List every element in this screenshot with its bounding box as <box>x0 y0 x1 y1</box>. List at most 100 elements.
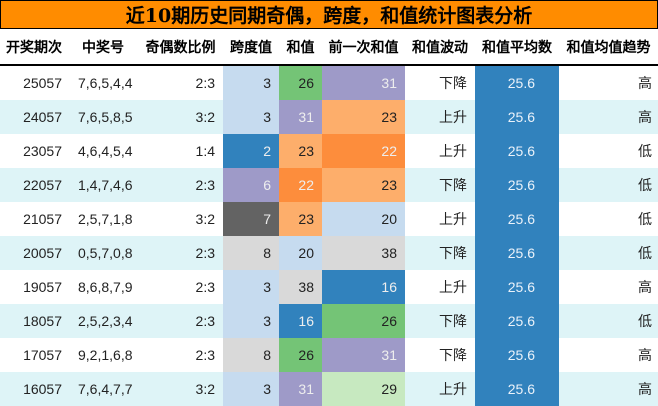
odd-even-cell: 2:3 <box>138 304 223 338</box>
period-cell: 16057 <box>0 372 68 406</box>
fluctuation-cell: 上升 <box>405 202 475 236</box>
span-cell: 8 <box>223 236 279 270</box>
fluctuation-cell: 下降 <box>405 168 475 202</box>
fluctuation-cell: 上升 <box>405 100 475 134</box>
header-sum: 和值 <box>279 30 322 66</box>
table-row: 18057 2,5,2,3,4 2:3 3 16 26 下降 25.6 低 <box>0 304 658 338</box>
odd-even-cell: 3:2 <box>138 372 223 406</box>
span-cell: 2 <box>223 134 279 168</box>
trend-cell: 高 <box>559 100 658 134</box>
trend-cell: 低 <box>559 134 658 168</box>
avg-cell: 25.6 <box>475 134 559 168</box>
stats-table: 开奖期次 中奖号 奇偶数比例 跨度值 和值 前一次和值 和值波动 和值平均数 和… <box>0 30 658 406</box>
span-cell: 6 <box>223 168 279 202</box>
avg-cell: 25.6 <box>475 236 559 270</box>
page-title: 近10期历史同期奇偶，跨度，和值统计图表分析 <box>0 0 658 29</box>
period-cell: 22057 <box>0 168 68 202</box>
span-cell: 3 <box>223 65 279 100</box>
sum-cell: 16 <box>279 304 322 338</box>
table-row: 19057 8,6,8,7,9 2:3 3 38 16 上升 25.6 高 <box>0 270 658 304</box>
prev-sum-cell: 26 <box>322 304 405 338</box>
period-cell: 25057 <box>0 65 68 100</box>
period-cell: 24057 <box>0 100 68 134</box>
span-cell: 3 <box>223 270 279 304</box>
prev-sum-cell: 23 <box>322 100 405 134</box>
trend-cell: 高 <box>559 338 658 372</box>
prev-sum-cell: 31 <box>322 338 405 372</box>
avg-cell: 25.6 <box>475 100 559 134</box>
avg-cell: 25.6 <box>475 202 559 236</box>
fluctuation-cell: 上升 <box>405 372 475 406</box>
avg-cell: 25.6 <box>475 168 559 202</box>
prev-sum-cell: 16 <box>322 270 405 304</box>
prev-sum-cell: 31 <box>322 65 405 100</box>
numbers-cell: 2,5,2,3,4 <box>68 304 138 338</box>
header-row: 开奖期次 中奖号 奇偶数比例 跨度值 和值 前一次和值 和值波动 和值平均数 和… <box>0 30 658 66</box>
header-odd-even: 奇偶数比例 <box>138 30 223 66</box>
span-cell: 3 <box>223 100 279 134</box>
odd-even-cell: 2:3 <box>138 338 223 372</box>
sum-cell: 38 <box>279 270 322 304</box>
sum-cell: 31 <box>279 100 322 134</box>
trend-cell: 低 <box>559 168 658 202</box>
numbers-cell: 4,6,4,5,4 <box>68 134 138 168</box>
odd-even-cell: 2:3 <box>138 236 223 270</box>
table-row: 16057 7,6,4,7,7 3:2 3 31 29 上升 25.6 高 <box>0 372 658 406</box>
odd-even-cell: 2:3 <box>138 168 223 202</box>
avg-cell: 25.6 <box>475 304 559 338</box>
trend-cell: 低 <box>559 202 658 236</box>
numbers-cell: 1,4,7,4,6 <box>68 168 138 202</box>
prev-sum-cell: 38 <box>322 236 405 270</box>
odd-even-cell: 2:3 <box>138 65 223 100</box>
numbers-cell: 7,6,5,4,4 <box>68 65 138 100</box>
table-row: 17057 9,2,1,6,8 2:3 8 26 31 下降 25.6 高 <box>0 338 658 372</box>
prev-sum-cell: 23 <box>322 168 405 202</box>
header-trend: 和值均值趋势 <box>559 30 658 66</box>
sum-cell: 22 <box>279 168 322 202</box>
sum-cell: 20 <box>279 236 322 270</box>
numbers-cell: 0,5,7,0,8 <box>68 236 138 270</box>
table-row: 24057 7,6,5,8,5 3:2 3 31 23 上升 25.6 高 <box>0 100 658 134</box>
fluctuation-cell: 上升 <box>405 270 475 304</box>
table-row: 20057 0,5,7,0,8 2:3 8 20 38 下降 25.6 低 <box>0 236 658 270</box>
fluctuation-cell: 上升 <box>405 134 475 168</box>
header-span: 跨度值 <box>223 30 279 66</box>
prev-sum-cell: 22 <box>322 134 405 168</box>
period-cell: 20057 <box>0 236 68 270</box>
span-cell: 8 <box>223 338 279 372</box>
trend-cell: 高 <box>559 270 658 304</box>
sum-cell: 23 <box>279 134 322 168</box>
table-row: 23057 4,6,4,5,4 1:4 2 23 22 上升 25.6 低 <box>0 134 658 168</box>
table-row: 21057 2,5,7,1,8 3:2 7 23 20 上升 25.6 低 <box>0 202 658 236</box>
span-cell: 7 <box>223 202 279 236</box>
sum-cell: 26 <box>279 338 322 372</box>
trend-cell: 高 <box>559 65 658 100</box>
fluctuation-cell: 下降 <box>405 304 475 338</box>
odd-even-cell: 1:4 <box>138 134 223 168</box>
header-fluctuation: 和值波动 <box>405 30 475 66</box>
period-cell: 17057 <box>0 338 68 372</box>
avg-cell: 25.6 <box>475 338 559 372</box>
avg-cell: 25.6 <box>475 65 559 100</box>
span-cell: 3 <box>223 304 279 338</box>
sum-cell: 23 <box>279 202 322 236</box>
odd-even-cell: 3:2 <box>138 100 223 134</box>
numbers-cell: 7,6,5,8,5 <box>68 100 138 134</box>
table-row: 22057 1,4,7,4,6 2:3 6 22 23 下降 25.6 低 <box>0 168 658 202</box>
period-cell: 19057 <box>0 270 68 304</box>
prev-sum-cell: 20 <box>322 202 405 236</box>
numbers-cell: 2,5,7,1,8 <box>68 202 138 236</box>
header-avg: 和值平均数 <box>475 30 559 66</box>
avg-cell: 25.6 <box>475 270 559 304</box>
header-period: 开奖期次 <box>0 30 68 66</box>
trend-cell: 低 <box>559 304 658 338</box>
numbers-cell: 7,6,4,7,7 <box>68 372 138 406</box>
header-numbers: 中奖号 <box>68 30 138 66</box>
header-prev-sum: 前一次和值 <box>322 30 405 66</box>
numbers-cell: 8,6,8,7,9 <box>68 270 138 304</box>
period-cell: 18057 <box>0 304 68 338</box>
trend-cell: 低 <box>559 236 658 270</box>
fluctuation-cell: 下降 <box>405 338 475 372</box>
prev-sum-cell: 29 <box>322 372 405 406</box>
period-cell: 23057 <box>0 134 68 168</box>
